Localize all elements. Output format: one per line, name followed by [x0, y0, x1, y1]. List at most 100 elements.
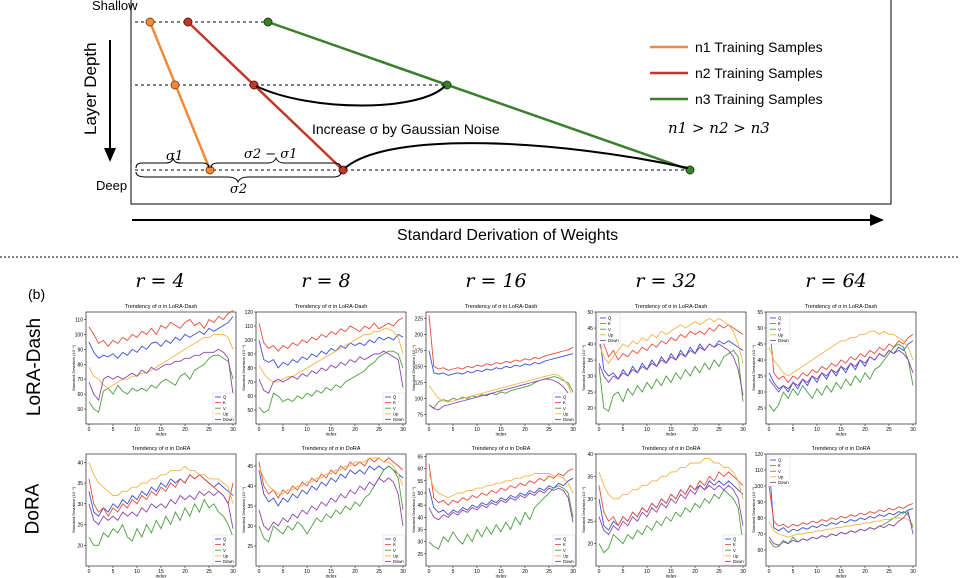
x-tick-label: 25: [546, 569, 552, 575]
x-tick-label: 25: [376, 569, 382, 575]
chart-title: Trendency of σ in LoRA-Dash: [805, 304, 878, 310]
chart-title: Trendency of σ in LoRA-Dash: [465, 304, 538, 310]
rank-header-16: r = 16: [426, 270, 566, 292]
x-tick-label: 0: [88, 427, 91, 433]
x-tick-label: 10: [304, 569, 310, 575]
y-tick-label: 40: [757, 358, 763, 364]
x-tick-label: 5: [622, 569, 625, 575]
x-tick-label: 30: [400, 569, 406, 575]
chart-panel-dora-2: Trendency of σ in DoRA253035404550556065…: [412, 442, 580, 578]
x-tick-label: 25: [376, 427, 382, 433]
x-tick-label: 30: [230, 427, 236, 433]
y-tick-label: 50: [77, 407, 83, 413]
series-line-v: [259, 351, 403, 413]
series-line-q: [259, 334, 403, 368]
x-tick-label: 30: [570, 569, 576, 575]
x-tick-label: 0: [258, 427, 261, 433]
y-tick-label: 35: [247, 504, 253, 510]
legend-n2-label: n2 Training Samples: [695, 65, 823, 81]
legend-label-down: Down: [778, 480, 789, 485]
y-tick-label: 120: [245, 310, 254, 316]
y-tick-label: 75: [417, 412, 423, 418]
y-tick-label: 110: [75, 317, 83, 323]
x-axis-label: Index: [155, 574, 167, 578]
y-tick-label: 30: [417, 540, 423, 546]
y-axis-label: Standard Deviation (10⁻⁴): [72, 344, 76, 391]
x-tick-label: 10: [644, 569, 650, 575]
series-line-k: [429, 464, 573, 505]
y-tick-label: 60: [77, 392, 83, 398]
series-line-down: [599, 344, 743, 395]
y-tick-label: 60: [247, 394, 253, 400]
x-tick-label: 20: [862, 427, 868, 433]
y-tick-label: 20: [587, 406, 593, 412]
series-line-v: [259, 466, 403, 542]
y-tick-label: 20: [587, 542, 593, 548]
y-tick-label: 25: [77, 523, 83, 529]
legend-label-k: K: [563, 400, 566, 405]
x-tick-label: 0: [428, 569, 431, 575]
series-line-v: [429, 377, 573, 408]
y-tick-label: 80: [77, 362, 83, 368]
y-tick-label: 60: [757, 548, 763, 554]
legend-label-down: Down: [393, 559, 404, 564]
legend-label-down: Down: [563, 559, 574, 564]
legend-label-up: Up: [223, 411, 229, 416]
legend-label-v: V: [393, 406, 396, 411]
x-tick-label: 10: [304, 427, 310, 433]
x-tick-label: 25: [546, 427, 552, 433]
y-tick-label: 45: [587, 326, 593, 332]
legend-label-down: Down: [223, 559, 234, 564]
legend-label-down: Down: [223, 417, 234, 422]
x-axis-label: Index: [665, 574, 677, 578]
y-tick-label: 100: [245, 338, 254, 344]
row-label-dora: DoRA: [22, 484, 44, 535]
x-tick-label: 25: [716, 427, 722, 433]
x-axis-label: Index: [495, 574, 507, 578]
y-tick-label: 90: [77, 347, 83, 353]
rank-header-8: r = 8: [256, 270, 396, 292]
x-tick-label: 20: [522, 569, 528, 575]
x-axis-label: Standard Derivation of Weights: [397, 227, 618, 244]
series-line-down: [429, 379, 573, 411]
series-line-k: [769, 315, 913, 382]
y-tick-label: 70: [77, 377, 83, 383]
series-line-down: [429, 488, 573, 522]
legend-n1-label: n1 Training Samples: [695, 39, 823, 55]
sigma2-brace: [136, 172, 341, 182]
y-tick-label: 20: [77, 543, 83, 549]
x-tick-label: 10: [644, 427, 650, 433]
x-tick-label: 5: [282, 427, 285, 433]
legend-label-up: Up: [393, 411, 399, 416]
y-tick-label: 25: [587, 390, 593, 396]
series-line-up: [89, 334, 233, 388]
x-tick-label: 0: [428, 427, 431, 433]
series-line-up: [599, 459, 743, 499]
x-tick-label: 10: [474, 427, 480, 433]
x-tick-label: 30: [910, 569, 916, 575]
x-tick-label: 0: [768, 569, 771, 575]
x-tick-label: 20: [352, 427, 358, 433]
x-tick-label: 20: [182, 427, 188, 433]
x-tick-label: 20: [352, 569, 358, 575]
y-tick-label: 25: [417, 552, 423, 558]
y-tick-label: 40: [77, 460, 83, 466]
depth-arrow-head: [104, 148, 116, 162]
x-tick-label: 20: [862, 569, 868, 575]
x-tick-label: 5: [792, 427, 795, 433]
y-tick-label: 30: [77, 502, 83, 508]
y-tick-label: 100: [75, 332, 84, 338]
series-line-v: [769, 344, 913, 411]
chart-title: Trendency of σ in LoRA-Dash: [635, 304, 708, 310]
x-tick-label: 25: [886, 427, 892, 433]
noise-curve-mid: [256, 86, 445, 106]
legend-label-v: V: [778, 469, 781, 474]
legend-label-k: K: [608, 321, 611, 326]
legend-label-v: V: [733, 548, 736, 553]
noise-annotation: Increase σ by Gaussian Noise: [312, 121, 500, 137]
x-tick-label: 20: [182, 569, 188, 575]
row-label-lora-dash: LoRA-Dash: [24, 318, 46, 416]
y-tick-label: 60: [417, 467, 423, 473]
